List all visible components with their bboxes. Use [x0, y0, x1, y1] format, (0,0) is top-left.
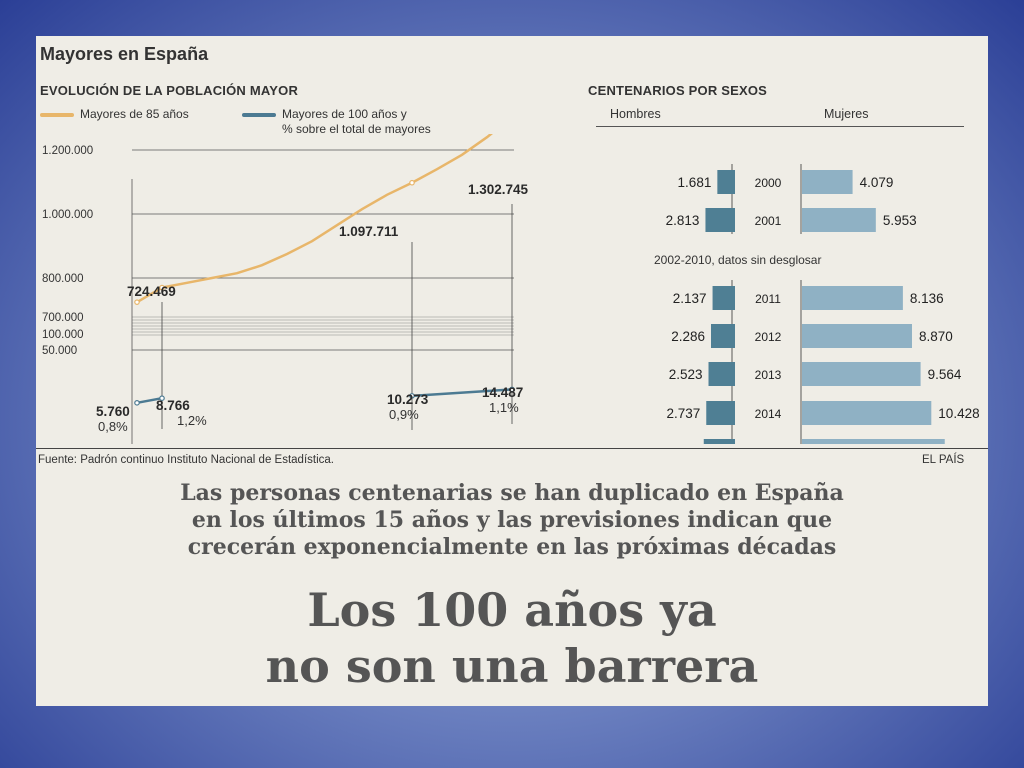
bar-women: [802, 286, 903, 310]
y-tick-label: 700.000: [42, 312, 84, 324]
bar-women: [802, 170, 853, 194]
bar-men: [712, 286, 735, 310]
bar-men: [708, 362, 735, 386]
line-chart-title: EVOLUCIÓN DE LA POBLACIÓN MAYOR: [40, 83, 299, 98]
header-rule: [596, 126, 964, 127]
series-100-line: [136, 396, 163, 405]
bar-men: [710, 324, 735, 348]
bar-women: [802, 439, 945, 444]
legend-swatch-100: [242, 113, 276, 117]
bar-women: [802, 362, 921, 386]
bar-chart: 2002-2010, datos sin desglosar 2000 1.681 4…: [654, 164, 980, 444]
women-value-label: 5.953: [883, 213, 917, 228]
data-label: 1.302.745: [468, 182, 529, 197]
men-value-label: 2.813: [666, 213, 700, 228]
year-label: 2013: [755, 368, 782, 382]
data-label: 1.097.711: [339, 224, 399, 239]
y-tick-label: 800.000: [42, 273, 84, 285]
women-value-label: 10.428: [938, 406, 979, 421]
newspaper-clipping: Mayores en España EVOLUCIÓN DE LA POBLAC…: [36, 36, 988, 706]
line-chart: 1.400.0001.200.0001.000.000800.000700.00…: [42, 134, 529, 444]
bar-men: [717, 170, 735, 194]
series-100-point: [509, 386, 515, 393]
men-value-label: 2.523: [669, 367, 703, 382]
headline: Los 100 años ya no son una barrera: [36, 582, 988, 694]
subheadline-line-1: Las personas centenarias se han duplicad…: [180, 480, 844, 506]
y-tick-label: 1.200.000: [42, 145, 93, 157]
headline-line-1: Los 100 años ya: [307, 583, 717, 637]
men-value-label: 1.681: [678, 175, 712, 190]
note-label: 2002-2010, datos sin desglosar: [654, 253, 821, 267]
y-tick-label: 100.000: [42, 329, 84, 341]
data-label: 5.760: [96, 404, 130, 419]
year-label: 2012: [755, 330, 782, 344]
percent-label: 1,2%: [177, 413, 207, 428]
series-100-point: [159, 395, 165, 402]
subheadline-line-3: crecerán exponencialmente en las próxima…: [187, 534, 837, 560]
bar-men: [706, 401, 735, 425]
series-100-point: [134, 400, 140, 406]
series-85-point: [159, 284, 165, 291]
series-85-point: [409, 179, 415, 186]
women-value-label: 4.079: [860, 175, 894, 190]
headline-line-2: no son una barrera: [265, 639, 759, 693]
percent-label: 0,8%: [98, 419, 128, 434]
percent-label: 1,1%: [489, 400, 519, 415]
series-100-point: [409, 393, 415, 399]
y-tick-label: 1.000.000: [42, 209, 93, 221]
data-label: 14.487: [482, 385, 523, 400]
source-note: Fuente: Padrón continuo Instituto Nacion…: [38, 454, 334, 466]
year-label: 2011: [755, 292, 781, 306]
men-value-label: 2.137: [673, 291, 707, 306]
series-85-line: [136, 134, 493, 304]
bar-men: [705, 208, 735, 232]
series-100-line: [411, 388, 513, 398]
graphic-title: Mayores en España: [40, 44, 209, 64]
bar-women: [802, 208, 876, 232]
legend-label-100-line1: Mayores de 100 años y: [282, 107, 407, 121]
legend-label-85: Mayores de 85 años: [80, 107, 189, 121]
data-label: 724.469: [127, 284, 176, 299]
women-value-label: 8.136: [910, 291, 944, 306]
legend-swatch-85: [40, 113, 74, 117]
year-label: 2000: [755, 176, 782, 190]
data-label: 10.273: [387, 392, 429, 407]
column-header-women: Mujeres: [824, 107, 869, 121]
column-header-men: Hombres: [610, 107, 661, 121]
year-label: 2014: [755, 407, 782, 421]
year-label: 2001: [755, 214, 782, 228]
men-value-label: 2.286: [671, 329, 705, 344]
women-value-label: 9.564: [928, 367, 962, 382]
women-value-label: 8.870: [919, 329, 953, 344]
footer-rule: [36, 448, 988, 449]
y-tick-label: 50.000: [42, 345, 77, 357]
credit-label: EL PAÍS: [922, 454, 965, 466]
subheadline-line-2: en los últimos 15 años y las previsiones…: [191, 507, 833, 533]
subheadline: Las personas centenarias se han duplicad…: [36, 480, 988, 561]
data-label: 8.766: [156, 398, 190, 413]
legend-label-100-line2: % sobre el total de mayores: [282, 122, 431, 136]
bar-chart-title: CENTENARIOS POR SEXOS: [588, 83, 768, 98]
series-85-point: [134, 299, 140, 305]
men-value-label: 2.737: [666, 406, 700, 421]
percent-label: 0,9%: [389, 407, 419, 422]
bar-men: [703, 439, 735, 444]
bar-women: [802, 401, 932, 425]
bar-women: [802, 324, 912, 348]
